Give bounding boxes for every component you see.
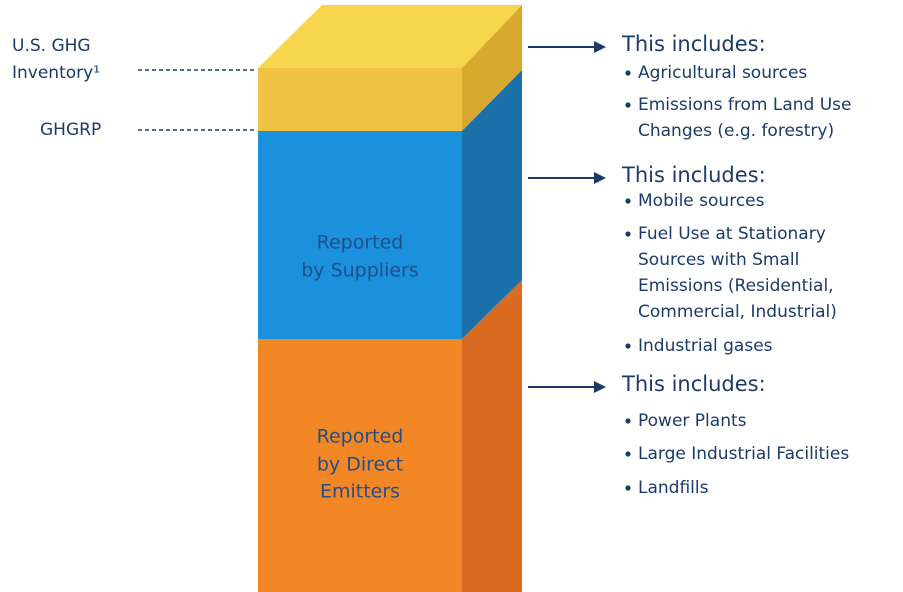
inventory-side — [462, 5, 522, 131]
label: U.S. GHG — [12, 36, 91, 56]
bullet — [625, 451, 631, 457]
item: Sources with Small — [638, 250, 799, 270]
item: Industrial gases — [638, 336, 773, 356]
item: Commercial, Industrial) — [638, 302, 837, 322]
arrow-head — [594, 41, 606, 53]
bullet — [625, 198, 631, 204]
heading: This includes: — [621, 163, 766, 187]
arrow-head — [594, 381, 606, 393]
item: Landfills — [638, 478, 709, 498]
block-label: by Direct — [317, 454, 403, 476]
suppliers-block — [258, 131, 462, 339]
direct-block — [258, 339, 462, 592]
label: Inventory¹ — [12, 63, 100, 83]
inventory-block — [258, 68, 462, 131]
top-face — [258, 5, 522, 68]
heading: This includes: — [621, 372, 766, 396]
item: Emissions (Residential, — [638, 276, 834, 296]
direct-side — [462, 280, 522, 592]
item: Power Plants — [638, 411, 747, 431]
bullet — [625, 231, 631, 237]
item: Mobile sources — [638, 191, 765, 211]
label: GHGRP — [40, 120, 101, 140]
bullet — [625, 70, 631, 76]
arrow-head — [594, 172, 606, 184]
block-label: by Suppliers — [301, 260, 419, 282]
block-label: Reported — [317, 232, 404, 254]
block-label: Emitters — [320, 481, 400, 503]
item: Fuel Use at Stationary — [638, 224, 826, 244]
includes: This includes: Agricultural sources Emissi… — [528, 32, 851, 498]
item: Large Industrial Facilities — [638, 444, 849, 464]
block-label: Reported — [317, 426, 404, 448]
item: Emissions from Land Use — [638, 95, 851, 115]
bullet — [625, 485, 631, 491]
suppliers-side — [462, 70, 522, 339]
bullet — [625, 418, 631, 424]
heading: This includes: — [621, 32, 766, 56]
item: Changes (e.g. forestry) — [638, 121, 834, 141]
item: Agricultural sources — [638, 63, 807, 83]
bullet — [625, 343, 631, 349]
bullet — [625, 102, 631, 108]
